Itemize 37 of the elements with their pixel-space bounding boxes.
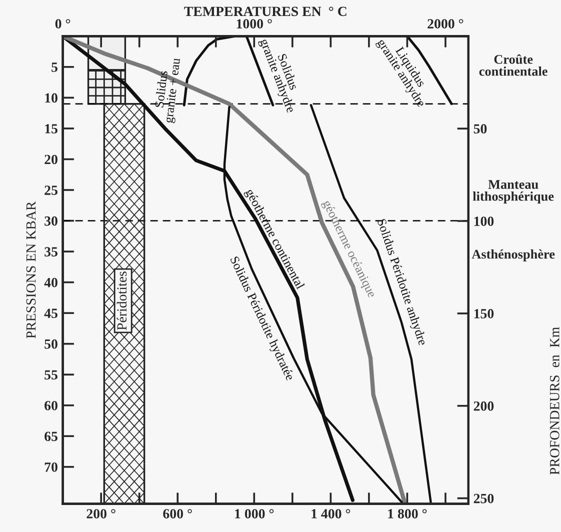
y-tick-label: 40 [44, 278, 58, 288]
x-tick-label: 1 000 ° [235, 509, 274, 518]
y2-tick-label: 150 [474, 309, 494, 318]
y-tick-label: 10 [45, 93, 58, 103]
text: Manteau lithosphérique [472, 180, 554, 204]
y-tick-label: 5 [52, 62, 58, 72]
x2-tick-label: 0 ° [55, 19, 70, 28]
text: Solidus granite anhydre [258, 38, 299, 114]
y-axis-title: PRESSIONS EN KBAR [26, 201, 36, 338]
y-tick-label: 35 [44, 247, 58, 256]
text: Solidus granite + eau [154, 58, 183, 124]
x-tick-label: 1 800 ° [388, 509, 427, 518]
text: Croûte continentale [479, 54, 548, 76]
y2-tick-label: 50 [474, 124, 487, 134]
y-tick-label: 45 [44, 308, 58, 318]
y2-tick-label: 250 [474, 494, 494, 504]
text: Asthénosphère [472, 249, 555, 262]
y-tick-label: 20 [44, 154, 58, 164]
x2-tick-label: 2000 ° [428, 19, 464, 28]
y-tick-label: 15 [45, 124, 58, 134]
y2-tick-label: 200 [474, 401, 494, 411]
x-tick-label: 1 400 ° [312, 509, 350, 518]
x-tick-label: 600 ° [163, 509, 192, 518]
x2-tick-label: 1000 ° [236, 19, 272, 28]
y-tick-label: 60 [44, 400, 58, 410]
y-tick-label: 30 [44, 216, 58, 226]
y-tick-label: 65 [44, 432, 58, 442]
annotation: Péridotites [116, 272, 127, 330]
y2-axis-title: PROFONDEURS en Km [550, 327, 560, 475]
y2-tick-label: 100 [474, 216, 494, 226]
y-tick-label: 25 [44, 186, 58, 195]
y-tick-label: 50 [44, 339, 58, 349]
x2-axis-title: TEMPERATURES EN ° C [184, 6, 346, 16]
text: Solidus Péridotite anhydre [374, 218, 428, 347]
x-tick-label: 200 ° [86, 509, 116, 518]
y-tick-label: 55 [44, 370, 58, 380]
y-tick-label: 70 [44, 462, 58, 472]
